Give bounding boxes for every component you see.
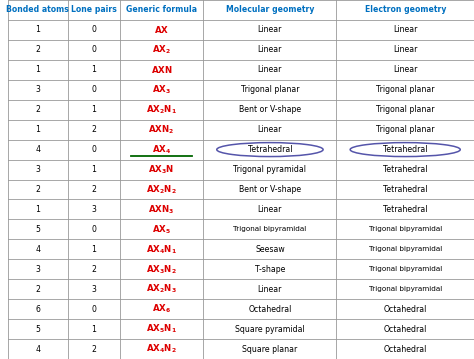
Text: $\mathbf{AX}$: $\mathbf{AX}$ (154, 24, 169, 36)
Text: Tetrahedral: Tetrahedral (383, 145, 428, 154)
Text: Octahedral: Octahedral (383, 325, 427, 334)
Text: $\mathbf{AX_{4}}$: $\mathbf{AX_{4}}$ (152, 143, 171, 156)
Text: 2: 2 (91, 125, 96, 134)
Text: Trigonal bipyramidal: Trigonal bipyramidal (369, 227, 442, 232)
Text: Linear: Linear (258, 45, 282, 54)
Text: 1: 1 (36, 25, 40, 34)
Text: Bent or V-shape: Bent or V-shape (239, 185, 301, 194)
Text: 2: 2 (91, 265, 96, 274)
Text: T-shape: T-shape (255, 265, 285, 274)
Text: 3: 3 (36, 265, 40, 274)
Text: $\mathbf{AX_{3}N_{2}}$: $\mathbf{AX_{3}N_{2}}$ (146, 263, 177, 275)
Text: 0: 0 (91, 25, 96, 34)
Text: 3: 3 (91, 285, 96, 294)
Text: Generic formula: Generic formula (126, 5, 197, 14)
Text: $\mathbf{AX_{5}}$: $\mathbf{AX_{5}}$ (152, 223, 171, 236)
Text: 4: 4 (36, 245, 40, 254)
Text: 1: 1 (91, 165, 96, 174)
Text: Lone pairs: Lone pairs (71, 5, 117, 14)
Text: 1: 1 (36, 205, 40, 214)
Text: Trigonal bipyramidal: Trigonal bipyramidal (233, 227, 307, 232)
Text: 5: 5 (36, 225, 40, 234)
Text: Trigonal planar: Trigonal planar (376, 85, 435, 94)
Text: Linear: Linear (258, 205, 282, 214)
Text: Linear: Linear (258, 125, 282, 134)
Text: Trigonal planar: Trigonal planar (376, 105, 435, 114)
Text: $\mathbf{AX_{4}N_{1}}$: $\mathbf{AX_{4}N_{1}}$ (146, 243, 177, 256)
Text: 2: 2 (36, 185, 40, 194)
Text: Trigonal pyramidal: Trigonal pyramidal (233, 165, 306, 174)
Text: Octahedral: Octahedral (383, 305, 427, 314)
Text: 2: 2 (36, 105, 40, 114)
Text: Bonded atoms: Bonded atoms (7, 5, 69, 14)
Text: 2: 2 (36, 45, 40, 54)
Text: $\mathbf{AX_{2}}$: $\mathbf{AX_{2}}$ (152, 43, 171, 56)
Text: $\mathbf{AX_{2}N_{1}}$: $\mathbf{AX_{2}N_{1}}$ (146, 103, 177, 116)
Text: Molecular geometry: Molecular geometry (226, 5, 314, 14)
Text: Octahedral: Octahedral (248, 305, 292, 314)
Text: 1: 1 (91, 325, 96, 334)
Text: 1: 1 (91, 105, 96, 114)
Text: 0: 0 (91, 145, 96, 154)
Text: Linear: Linear (393, 65, 418, 74)
Text: Square pyramidal: Square pyramidal (235, 325, 305, 334)
Text: $\mathbf{AX_{3}N}$: $\mathbf{AX_{3}N}$ (148, 163, 174, 176)
Text: 0: 0 (91, 305, 96, 314)
Text: 6: 6 (36, 305, 40, 314)
Text: Electron geometry: Electron geometry (365, 5, 446, 14)
Text: Square planar: Square planar (242, 345, 298, 354)
Text: Trigonal bipyramidal: Trigonal bipyramidal (369, 266, 442, 272)
Text: $\mathbf{AX_{2}N_{2}}$: $\mathbf{AX_{2}N_{2}}$ (146, 183, 177, 196)
Text: Linear: Linear (393, 45, 418, 54)
Text: 2: 2 (91, 345, 96, 354)
Text: Tetrahedral: Tetrahedral (383, 205, 428, 214)
Text: $\mathbf{AX_{5}N_{1}}$: $\mathbf{AX_{5}N_{1}}$ (146, 323, 177, 335)
Text: 3: 3 (91, 205, 96, 214)
Text: Trigonal planar: Trigonal planar (376, 125, 435, 134)
Text: $\mathbf{AX_{3}}$: $\mathbf{AX_{3}}$ (152, 84, 171, 96)
Text: Trigonal planar: Trigonal planar (241, 85, 299, 94)
Text: 1: 1 (36, 125, 40, 134)
Text: Tetrahedral: Tetrahedral (248, 145, 292, 154)
Text: 1: 1 (91, 245, 96, 254)
Text: 2: 2 (36, 285, 40, 294)
Text: Linear: Linear (393, 25, 418, 34)
Text: 4: 4 (36, 345, 40, 354)
Text: 1: 1 (36, 65, 40, 74)
Text: $\mathbf{AXN_{3}}$: $\mathbf{AXN_{3}}$ (148, 203, 175, 216)
Text: Seesaw: Seesaw (255, 245, 285, 254)
Text: Trigonal bipyramidal: Trigonal bipyramidal (369, 246, 442, 252)
Text: $\mathbf{AXN_{2}}$: $\mathbf{AXN_{2}}$ (148, 123, 174, 136)
Text: Tetrahedral: Tetrahedral (383, 185, 428, 194)
Text: $\mathbf{AXN}$: $\mathbf{AXN}$ (151, 64, 173, 75)
Text: 0: 0 (91, 225, 96, 234)
Text: Bent or V-shape: Bent or V-shape (239, 105, 301, 114)
Text: $\mathbf{AX_{6}}$: $\mathbf{AX_{6}}$ (152, 303, 171, 316)
Text: Linear: Linear (258, 25, 282, 34)
Text: 5: 5 (36, 325, 40, 334)
Text: 4: 4 (36, 145, 40, 154)
Text: 1: 1 (91, 65, 96, 74)
Text: 0: 0 (91, 85, 96, 94)
Text: Tetrahedral: Tetrahedral (383, 165, 428, 174)
Text: Linear: Linear (258, 285, 282, 294)
Text: Octahedral: Octahedral (383, 345, 427, 354)
Text: 3: 3 (36, 85, 40, 94)
Text: 0: 0 (91, 45, 96, 54)
Text: 2: 2 (91, 185, 96, 194)
Text: $\mathbf{AX_{4}N_{2}}$: $\mathbf{AX_{4}N_{2}}$ (146, 343, 177, 355)
Text: $\mathbf{AX_{2}N_{3}}$: $\mathbf{AX_{2}N_{3}}$ (146, 283, 177, 295)
Text: Linear: Linear (258, 65, 282, 74)
Text: 3: 3 (36, 165, 40, 174)
Text: Trigonal bipyramidal: Trigonal bipyramidal (369, 286, 442, 292)
